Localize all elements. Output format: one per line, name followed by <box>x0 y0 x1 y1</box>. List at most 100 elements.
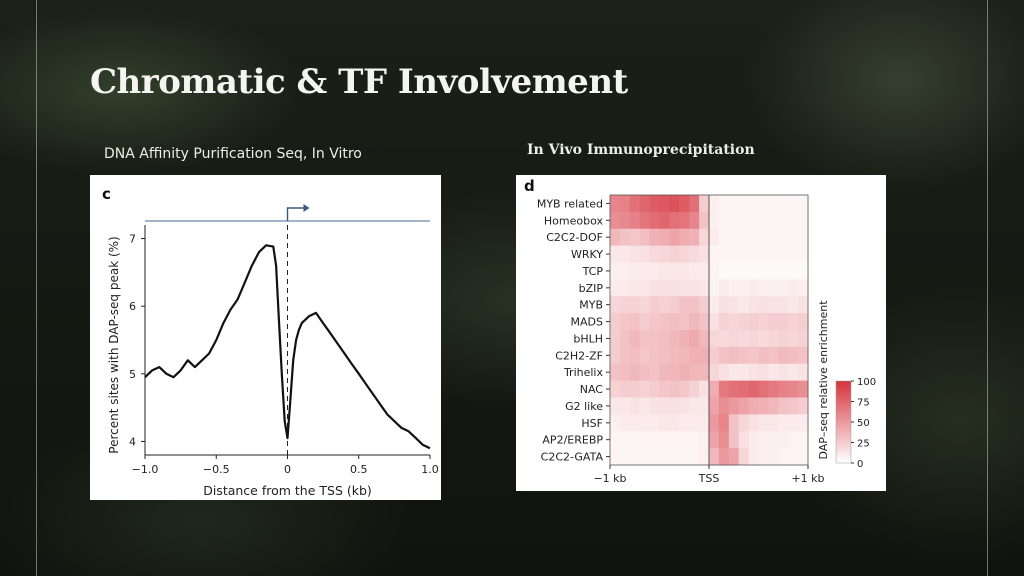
heatmap-cell <box>718 262 730 280</box>
row-label: MYB related <box>537 197 603 210</box>
heatmap-cell <box>639 228 651 247</box>
heatmap-cell <box>669 211 680 230</box>
series-line <box>144 244 431 450</box>
colorbar-tick-label: 75 <box>857 398 870 409</box>
heatmap-cell <box>788 211 799 230</box>
row-label: NAC <box>580 383 604 396</box>
heatmap-cell <box>689 296 700 314</box>
heatmap-cell <box>718 279 730 297</box>
heatmap-cell <box>709 346 720 365</box>
heatmap-cell <box>778 262 789 280</box>
heatmap-cell <box>629 313 641 331</box>
heatmap-cell <box>639 431 651 449</box>
heatmap-cell <box>669 363 680 382</box>
heatmap-cell <box>699 397 710 415</box>
heatmap-cell <box>649 279 660 297</box>
heatmap-cell <box>689 380 700 399</box>
heatmap-cell <box>709 296 720 314</box>
row-label: MADS <box>571 316 603 329</box>
heatmap-cell <box>669 330 680 348</box>
heatmap-cell <box>748 330 759 348</box>
heatmap-cell <box>629 296 641 314</box>
heatmap-cell <box>768 245 779 264</box>
heatmap-cell <box>689 195 700 213</box>
heatmap-cell <box>718 363 730 382</box>
heatmap-cell <box>689 245 700 264</box>
heatmap-cell <box>679 195 690 213</box>
heatmap-cell <box>788 330 799 348</box>
heatmap-cell <box>689 313 700 331</box>
heatmap-cell <box>758 245 769 264</box>
heatmap-cell <box>689 363 700 382</box>
heatmap-cell <box>718 431 730 449</box>
heatmap-cell <box>669 414 680 432</box>
heatmap-cell <box>778 330 789 348</box>
heatmap-cell <box>778 448 789 466</box>
row-label: C2H2-ZF <box>555 349 603 362</box>
panel-label-c: c <box>102 185 111 203</box>
heatmap-cell <box>798 380 809 399</box>
heatmap-cell <box>788 228 799 247</box>
heatmap-cell <box>798 262 809 280</box>
heatmap-cell <box>619 313 631 331</box>
x-tick-label: −1.0 <box>132 463 159 476</box>
heatmap-cell <box>699 262 710 280</box>
heatmap-cell <box>798 245 809 264</box>
heatmap-cell <box>629 262 641 280</box>
heatmap-cell <box>699 228 710 247</box>
heatmap-cell <box>718 296 730 314</box>
heatmap-cell <box>758 330 769 348</box>
heatmap-cell <box>649 380 660 399</box>
heatmap-cell <box>619 195 631 213</box>
heatmap-cell <box>639 363 651 382</box>
heatmap-cell <box>798 296 809 314</box>
row-label: Trihelix <box>563 366 604 379</box>
row-label: C2C2-DOF <box>546 231 603 244</box>
heatmap-cell <box>639 245 651 264</box>
heatmap-cell <box>709 228 720 247</box>
heatmap-cell <box>610 346 621 365</box>
heatmap-cell <box>699 363 710 382</box>
heatmap-panel: d MYB related Homeobox C2C2-DOF WRKY TCP bZIP M… <box>516 175 886 491</box>
heatmap-cell <box>669 228 680 247</box>
heatmap-cell <box>649 431 660 449</box>
heatmap-cell <box>718 448 730 466</box>
heatmap-cell <box>768 313 779 331</box>
heatmap-cell <box>679 211 690 230</box>
heatmap-cell <box>788 380 799 399</box>
heatmap-cell <box>709 414 720 432</box>
heatmap-cell <box>639 330 651 348</box>
heatmap-cell <box>619 414 631 432</box>
heatmap-cell <box>768 211 779 230</box>
heatmap-cell <box>639 448 651 466</box>
heatmap-cell <box>619 431 631 449</box>
heatmap-cell <box>758 313 769 331</box>
heatmap-cell <box>679 279 690 297</box>
row-label: Homeobox <box>544 214 604 227</box>
heatmap-cell <box>649 346 660 365</box>
heatmap-cell <box>649 397 660 415</box>
heatmap-cell <box>718 313 730 331</box>
heatmap-cell <box>649 448 660 466</box>
heatmap-cell <box>758 279 769 297</box>
heatmap-cell <box>738 313 750 331</box>
heatmap-cell <box>788 279 799 297</box>
heatmap-cell <box>610 448 621 466</box>
heatmap-cell <box>788 245 799 264</box>
heatmap-cell <box>649 211 660 230</box>
heatmap-cell <box>738 228 750 247</box>
heatmap-cell <box>610 414 621 432</box>
heatmap-cell <box>649 296 660 314</box>
heatmap-cell <box>610 262 621 280</box>
heatmap-cell <box>659 279 670 297</box>
row-label: bHLH <box>573 332 603 345</box>
heatmap-cell <box>659 346 670 365</box>
heatmap-cell <box>728 313 740 331</box>
heatmap-cell <box>639 195 651 213</box>
heatmap-cell <box>798 195 809 213</box>
heatmap-cell <box>679 228 690 247</box>
colorbar-tick-label: 100 <box>857 377 876 388</box>
heatmap-cell <box>758 262 769 280</box>
heatmap-cell <box>669 245 680 264</box>
heatmap-cell <box>798 363 809 382</box>
